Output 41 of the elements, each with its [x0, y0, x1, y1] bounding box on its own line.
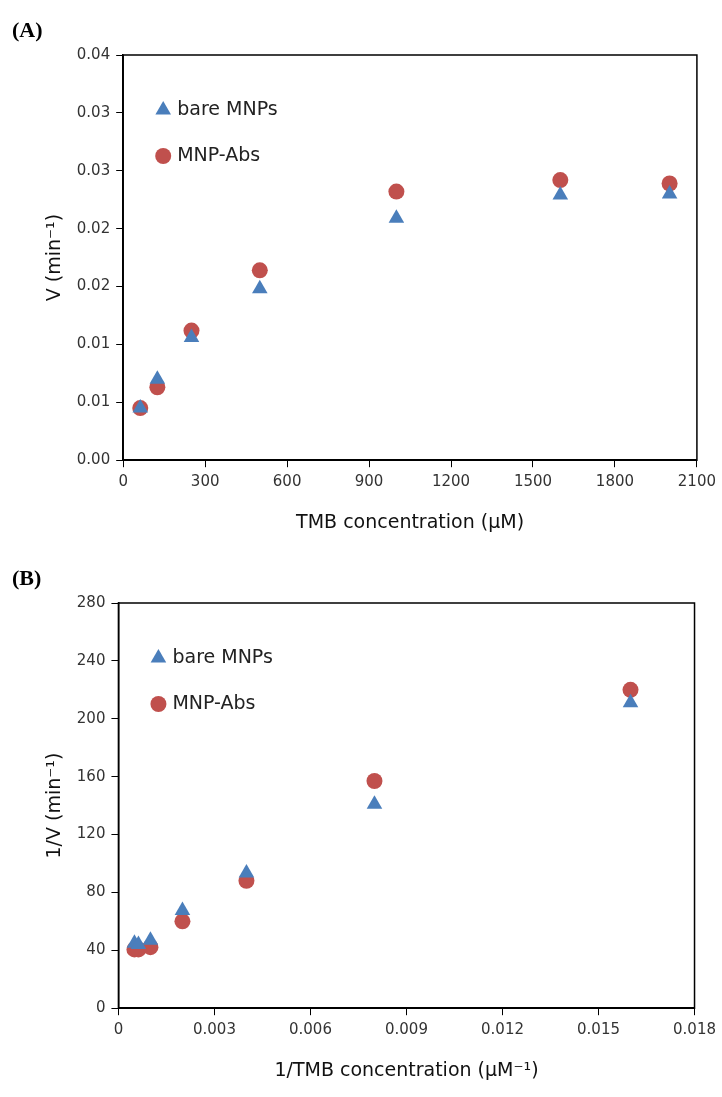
y-tick-label: 0.02	[76, 276, 111, 295]
y-tick-label: 0.03	[76, 160, 111, 179]
x-tick-label: 0.006	[288, 1020, 332, 1039]
x-tick-label: 0.009	[385, 1020, 428, 1039]
x-tick-label: 600	[272, 472, 302, 491]
y-tick-label: 80	[86, 882, 106, 901]
y-tick-label: 40	[86, 940, 106, 959]
y-tick-label: 280	[76, 592, 106, 611]
x-axis-title: 1/TMB concentration (μM⁻¹)	[274, 1057, 539, 1080]
x-axis-title: TMB concentration (μM)	[295, 509, 525, 532]
x-tick-label: 0.018	[673, 1020, 717, 1039]
x-tick-label: 0.015	[577, 1020, 620, 1039]
y-axis-title: V (min⁻¹)	[42, 213, 65, 302]
x-tick-label: 300	[190, 472, 220, 491]
legend-label: bare MNPs	[172, 644, 273, 667]
x-tick-label: 2100	[677, 472, 717, 491]
legend-label: MNP-Abs	[177, 142, 261, 165]
x-tick-label: 1500	[513, 472, 553, 491]
y-tick-label: 0.01	[76, 334, 111, 353]
x-tick-label: 900	[354, 472, 384, 491]
y-tick-label: 0.00	[76, 450, 111, 469]
y-tick-label: 0	[95, 998, 106, 1017]
chart-title: (B)	[12, 564, 42, 590]
legend-label: bare MNPs	[177, 96, 278, 119]
x-tick-label: 1800	[595, 472, 635, 491]
y-tick-label: 240	[76, 650, 106, 669]
y-tick-label: 0.04	[76, 44, 111, 63]
y-tick-label: 160	[76, 766, 106, 785]
y-axis-title: 1/V (min⁻¹)	[42, 752, 65, 859]
y-tick-label: 120	[76, 824, 106, 843]
x-tick-label: 0	[113, 1020, 124, 1039]
y-tick-label: 0.02	[76, 218, 111, 237]
x-tick-label: 0	[118, 472, 128, 491]
x-tick-label: 0.012	[481, 1020, 524, 1039]
y-tick-label: 0.01	[76, 392, 111, 411]
x-tick-label: 0.003	[192, 1020, 236, 1039]
y-tick-label: 0.03	[76, 102, 111, 121]
x-tick-label: 1200	[431, 472, 471, 491]
y-tick-label: 200	[76, 708, 106, 727]
legend-label: MNP-Abs	[172, 690, 256, 713]
chart-title: (A)	[12, 16, 43, 42]
